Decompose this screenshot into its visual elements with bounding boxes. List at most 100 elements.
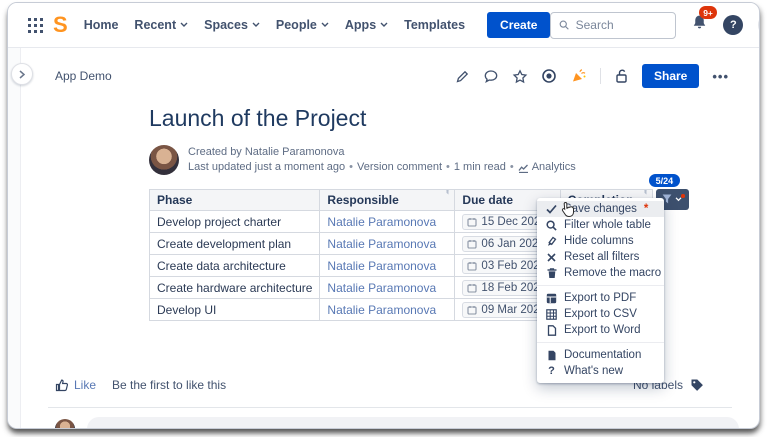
- thumbs-up-icon: [55, 379, 69, 392]
- create-button[interactable]: Create: [487, 12, 551, 38]
- actions-divider: [599, 68, 601, 84]
- due-date-pill[interactable]: 09 Mar 2021: [462, 301, 552, 318]
- nav-item-home[interactable]: Home: [83, 18, 119, 32]
- unlock-icon: [616, 69, 627, 83]
- search-input[interactable]: [550, 11, 677, 39]
- responsible-link[interactable]: Natalie Paramonova: [327, 280, 437, 295]
- menu-separator: [537, 342, 664, 343]
- analytics-link[interactable]: Analytics: [518, 160, 576, 175]
- help-button[interactable]: ?: [723, 15, 744, 35]
- top-navigation: S Home Recent Spaces People Apps Templat…: [8, 3, 759, 48]
- search-icon: [560, 20, 570, 30]
- notification-count-badge: 9+: [698, 6, 718, 19]
- menu-item-remove-the-macro[interactable]: Remove the macro: [537, 265, 664, 281]
- menu-item-export-to-pdf[interactable]: Export to PDF: [537, 290, 664, 306]
- chart-icon: [518, 164, 528, 173]
- project-table: Phase Responsible Due date Completion De…: [148, 174, 719, 321]
- menu-item-hide-columns[interactable]: Hide columns: [537, 233, 664, 249]
- screenshot-frame: S Home Recent Spaces People Apps Templat…: [7, 2, 760, 429]
- footer-divider: [48, 407, 732, 408]
- version-comment-link[interactable]: Version comment: [357, 161, 443, 173]
- phase-cell: Create development plan: [148, 232, 321, 255]
- eye-icon: [542, 69, 556, 83]
- author-avatar[interactable]: [149, 145, 179, 175]
- table-row: Develop project charter Natalie Paramono…: [148, 210, 653, 233]
- phase-cell: Develop UI: [148, 298, 321, 321]
- page-title: Launch of the Project: [149, 105, 367, 131]
- party-horn-icon: [572, 69, 586, 82]
- edit-button[interactable]: [455, 69, 470, 84]
- x-icon: [545, 252, 558, 262]
- commenter-avatar: [55, 419, 75, 428]
- calendar-icon: [467, 217, 477, 227]
- filter-funnel-icon[interactable]: [443, 190, 452, 200]
- table-filter-dropdown-menu: Save changes * Filter whole table Hide co…: [537, 198, 664, 383]
- book-icon: [545, 350, 558, 361]
- magnifier-icon: [545, 219, 558, 231]
- menu-item-whats-new[interactable]: ? What's new: [537, 363, 664, 379]
- menu-item-export-to-word[interactable]: Export to Word: [537, 322, 664, 338]
- nav-item-apps[interactable]: Apps: [345, 18, 388, 32]
- menu-item-filter-whole-table[interactable]: Filter whole table: [537, 217, 664, 233]
- search-field[interactable]: [575, 18, 668, 32]
- breadcrumb[interactable]: App Demo: [55, 69, 112, 83]
- nav-item-templates[interactable]: Templates: [404, 18, 466, 32]
- calendar-icon: [467, 261, 477, 271]
- like-hint-text: Be the first to like this: [112, 378, 227, 392]
- watch-button[interactable]: [541, 68, 557, 84]
- responsible-link[interactable]: Natalie Paramonova: [327, 302, 437, 317]
- phase-cell: Create data architecture: [148, 254, 321, 277]
- document-icon: [545, 324, 558, 336]
- table-grid-icon: [545, 308, 558, 320]
- chevron-right-icon: [19, 69, 26, 79]
- unsaved-dot: [681, 194, 685, 198]
- menu-item-save-changes[interactable]: Save changes *: [537, 201, 664, 217]
- share-button[interactable]: Share: [641, 64, 700, 88]
- col-header-phase[interactable]: Phase: [148, 189, 321, 211]
- col-header-due-date[interactable]: Due date: [454, 189, 561, 211]
- sidebar-expand-button[interactable]: [11, 63, 33, 85]
- comment-input[interactable]: [87, 417, 739, 428]
- col-header-responsible[interactable]: Responsible: [319, 189, 456, 211]
- whats-new-horn-button[interactable]: [570, 68, 587, 84]
- phase-cell: Develop project charter: [148, 210, 321, 233]
- responsible-link[interactable]: Natalie Paramonova: [327, 236, 437, 251]
- funnel-icon: [662, 194, 672, 204]
- chevron-down-icon: [675, 197, 682, 202]
- filter-funnel-icon[interactable]: [641, 190, 650, 200]
- nav-item-people[interactable]: People: [276, 18, 329, 32]
- last-updated-text: Last updated just a moment ago: [188, 161, 346, 173]
- nav-item-recent[interactable]: Recent: [134, 18, 188, 32]
- responsible-link[interactable]: Natalie Paramonova: [327, 258, 437, 273]
- like-button[interactable]: Like: [55, 378, 96, 392]
- favorite-button[interactable]: [512, 68, 528, 84]
- app-switcher-icon[interactable]: [28, 17, 43, 33]
- pencil-icon: [456, 70, 469, 82]
- due-date-pill[interactable]: 18 Feb 2021: [462, 279, 553, 296]
- filter-count-badge: 5/24: [648, 174, 681, 187]
- more-actions-button[interactable]: •••: [712, 68, 729, 84]
- due-date-pill[interactable]: 06 Jan 2021: [462, 235, 551, 252]
- created-by-text: Created by Natalie Paramonova: [188, 146, 345, 158]
- tag-icon: [691, 379, 703, 391]
- notifications-button[interactable]: 9+: [691, 6, 718, 36]
- user-avatar[interactable]: [758, 12, 759, 38]
- calendar-icon: [467, 239, 477, 249]
- due-date-pill[interactable]: 03 Feb 2021: [462, 257, 553, 274]
- product-logo[interactable]: S: [53, 12, 68, 37]
- collapsed-sidebar: [8, 48, 21, 428]
- read-time-text: 1 min read: [453, 161, 506, 173]
- comment-button[interactable]: [483, 69, 499, 84]
- menu-item-documentation[interactable]: Documentation: [537, 347, 664, 363]
- page-actions: Share •••: [455, 64, 729, 88]
- comment-composer: [55, 417, 739, 428]
- calendar-icon: [467, 283, 477, 293]
- nav-item-spaces[interactable]: Spaces: [204, 18, 260, 32]
- due-date-pill[interactable]: 15 Dec 2020: [462, 213, 553, 230]
- responsible-link[interactable]: Natalie Paramonova: [327, 214, 437, 229]
- trash-icon: [545, 267, 558, 279]
- menu-item-export-to-csv[interactable]: Export to CSV: [537, 306, 664, 322]
- restrictions-button[interactable]: [614, 68, 629, 84]
- phase-cell: Create hardware architecture: [148, 276, 321, 299]
- menu-item-reset-all-filters[interactable]: Reset all filters: [537, 249, 664, 265]
